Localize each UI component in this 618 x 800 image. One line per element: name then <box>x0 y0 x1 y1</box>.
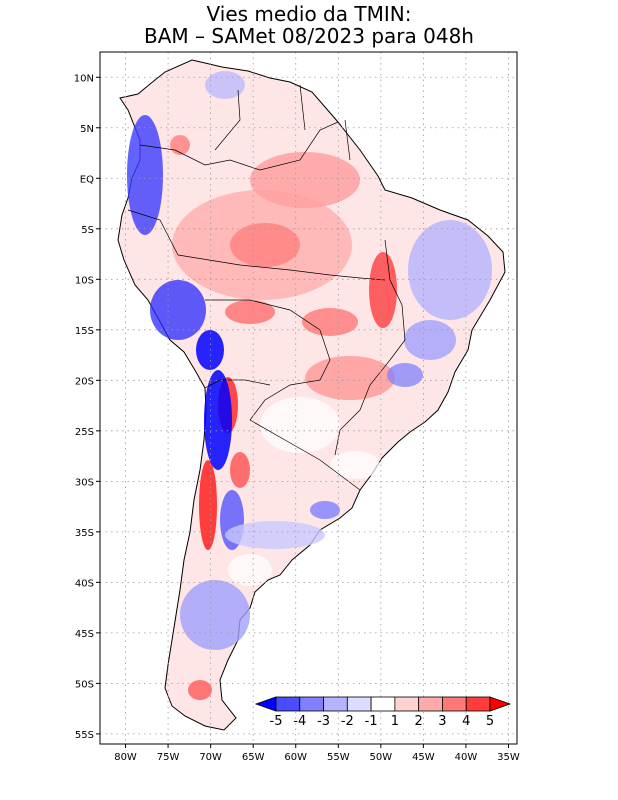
y-tick-label: 35S <box>75 528 94 539</box>
colorbar-label: -3 <box>317 714 330 729</box>
y-tick-label: 30S <box>75 477 94 488</box>
colorbar: -5 -4 -3 -2 -1 1 2 3 4 5 <box>254 696 512 729</box>
x-tick-label: 45W <box>412 752 435 763</box>
y-tick-label: 55S <box>75 730 94 741</box>
colorbar-label: 1 <box>391 714 399 729</box>
colorbar-label: -5 <box>270 714 283 729</box>
x-tick-label: 70W <box>199 752 222 763</box>
country-borders <box>127 84 406 491</box>
colorbar-label: 2 <box>415 714 423 729</box>
y-tick-label: 5N <box>80 124 94 135</box>
y-tick-label: 10S <box>75 275 94 286</box>
x-tick-label: 35W <box>497 752 520 763</box>
colorbar-segment <box>275 696 301 712</box>
x-tick-label: 60W <box>284 752 307 763</box>
land-bias-field <box>117 59 506 731</box>
colorbar-segment <box>323 696 348 712</box>
y-tick-label: 50S <box>75 679 94 690</box>
colorbar-segment <box>370 696 396 712</box>
colorbar-label: 5 <box>486 714 494 729</box>
y-tick-label: 15S <box>75 326 94 337</box>
plot-frame <box>99 51 518 745</box>
colorbar-segment <box>465 696 491 712</box>
colorbar-label: -1 <box>365 714 378 729</box>
x-tick-label: 40W <box>455 752 478 763</box>
y-tick-label: EQ <box>80 174 94 185</box>
y-tick-label: 40S <box>75 578 94 589</box>
colorbar-label: 3 <box>438 714 446 729</box>
warm-bias-patches <box>170 135 397 700</box>
colorbar-label: -4 <box>293 714 306 729</box>
y-tick-label: 5S <box>81 225 94 236</box>
axis-ticks: 80W 75W 70W 65W 60W 55W 50W 45W 40W 35W 10N 5N EQ 5S 1… <box>74 73 520 763</box>
x-tick-label: 65W <box>242 752 265 763</box>
colorbar-label: 4 <box>462 714 470 729</box>
colorbar-segment <box>442 696 467 712</box>
map-title-line2: BAM – SAMet 08/2023 para 048h <box>144 24 474 48</box>
y-tick-label: 25S <box>75 427 94 438</box>
colorbar-high-arrow <box>489 696 512 712</box>
y-tick-label: 10N <box>74 73 94 84</box>
colorbar-segment <box>346 696 372 712</box>
cool-bias-patches <box>127 71 492 650</box>
colorbar-segment <box>394 696 420 712</box>
x-tick-label: 50W <box>370 752 393 763</box>
colorbar-label: -2 <box>341 714 354 729</box>
y-tick-label: 20S <box>75 376 94 387</box>
x-tick-label: 75W <box>157 752 180 763</box>
map-gridlines <box>100 52 517 744</box>
neutral-bias-patches <box>228 397 380 586</box>
x-tick-label: 80W <box>114 752 137 763</box>
colorbar-segment <box>299 696 324 712</box>
colorbar-segment <box>418 696 443 712</box>
map-title-line1: Vies medio da TMIN: <box>206 2 412 26</box>
x-tick-label: 55W <box>327 752 350 763</box>
y-tick-label: 45S <box>75 629 94 640</box>
